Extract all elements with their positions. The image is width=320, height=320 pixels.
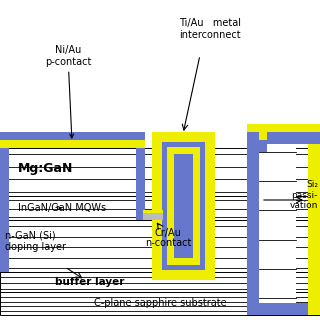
Bar: [0, 148, 320, 196]
Text: C-plane sapphire substrate: C-plane sapphire substrate: [94, 298, 226, 308]
Bar: [0, 220, 320, 272]
Bar: [136, 132, 145, 220]
Bar: [152, 132, 162, 280]
Bar: [0, 292, 320, 315]
Bar: [0, 196, 320, 220]
Bar: [152, 270, 215, 280]
Bar: [308, 132, 320, 315]
Bar: [162, 142, 205, 270]
Bar: [247, 132, 259, 315]
Bar: [205, 132, 215, 280]
Bar: [259, 132, 267, 140]
Bar: [167, 258, 200, 265]
Text: n-GaN (Si): n-GaN (Si): [5, 230, 56, 240]
Bar: [167, 147, 200, 154]
Text: Mg:GaN: Mg:GaN: [18, 162, 73, 175]
Text: InGaN/GaN MQWs: InGaN/GaN MQWs: [18, 203, 106, 213]
Bar: [0, 132, 9, 272]
Bar: [259, 144, 296, 303]
Text: Ni/Au
p-contact: Ni/Au p-contact: [45, 45, 91, 138]
Text: buffer layer: buffer layer: [55, 277, 124, 287]
Text: doping layer: doping layer: [5, 242, 66, 252]
Bar: [143, 213, 163, 220]
Text: Cr/Au: Cr/Au: [155, 228, 181, 238]
Bar: [247, 132, 320, 140]
Bar: [143, 210, 163, 213]
Text: Ti/Au   metal
interconnect: Ti/Au metal interconnect: [179, 18, 241, 40]
Text: n-contact: n-contact: [145, 238, 191, 248]
Bar: [152, 132, 215, 142]
Bar: [247, 303, 320, 315]
Bar: [167, 147, 174, 265]
Bar: [308, 132, 320, 315]
Bar: [247, 124, 320, 132]
Bar: [0, 132, 145, 140]
Bar: [247, 132, 320, 144]
Bar: [0, 272, 320, 292]
Text: Si₂
passi-
vation: Si₂ passi- vation: [290, 180, 318, 210]
Bar: [247, 132, 267, 152]
Bar: [267, 129, 320, 144]
Bar: [193, 147, 200, 265]
Bar: [0, 140, 145, 148]
